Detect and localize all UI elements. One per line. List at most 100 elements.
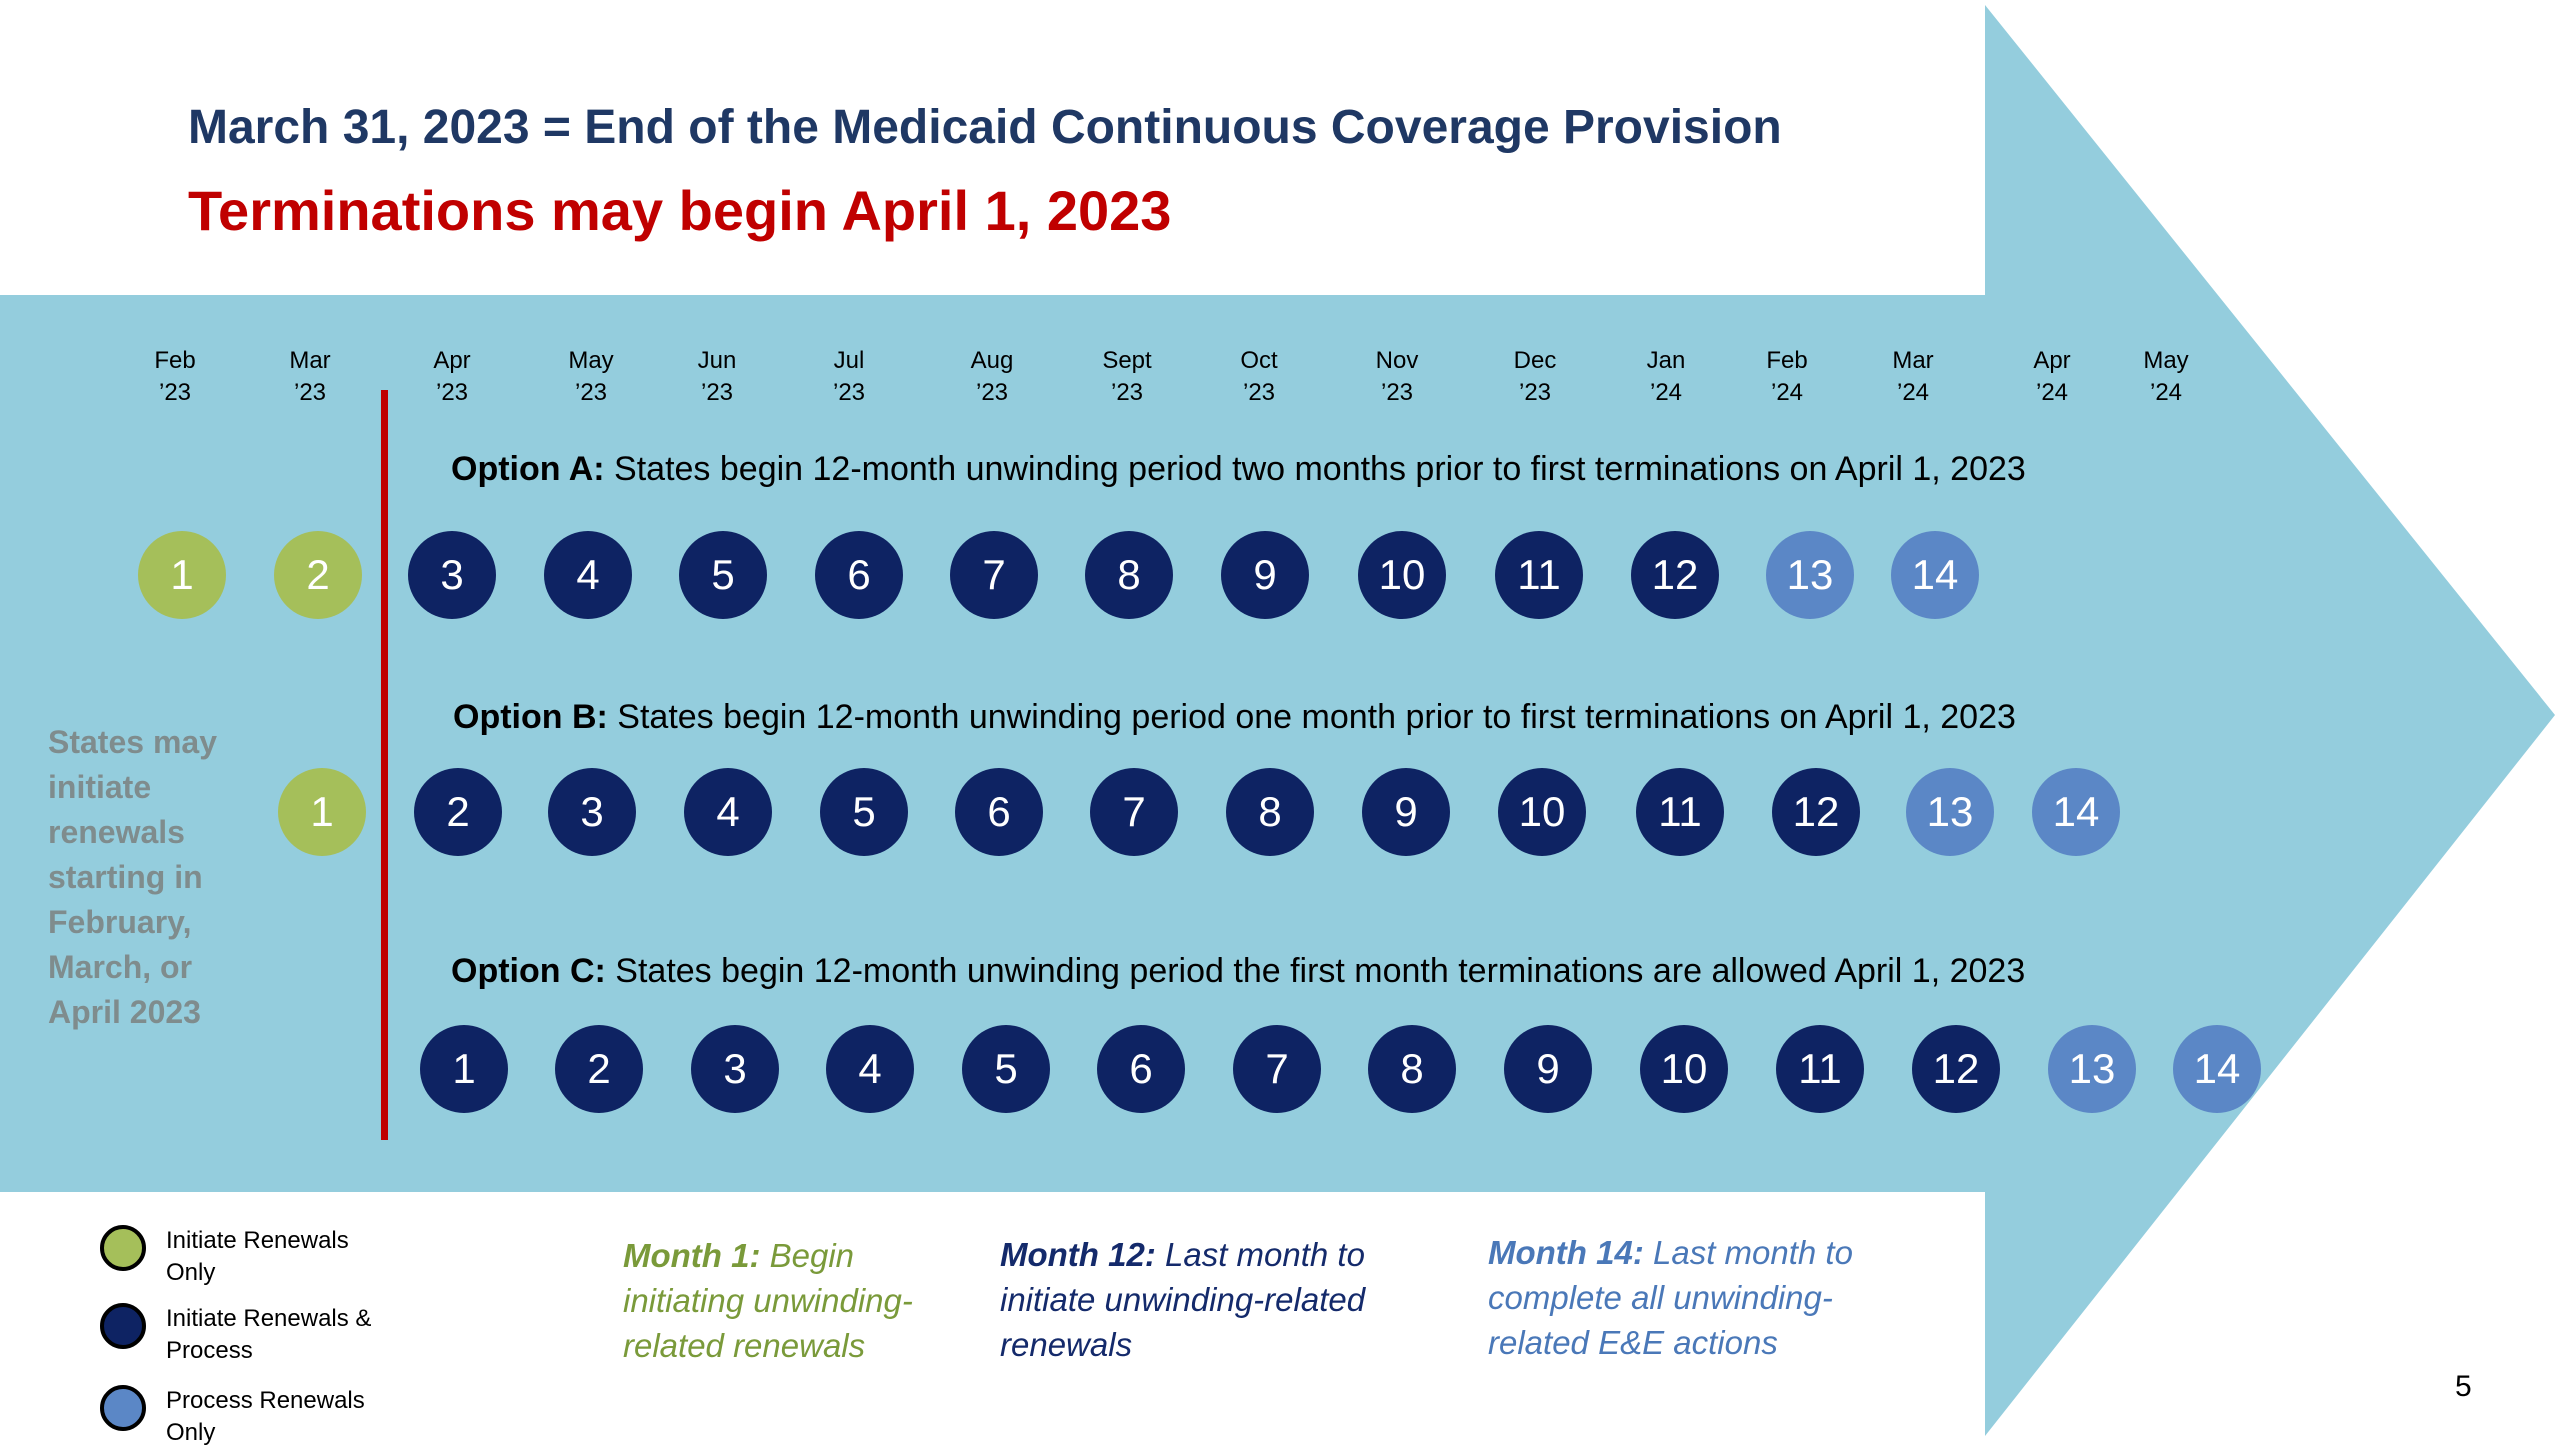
note-month-12: Month 12: Last month to initiate unwindi…: [1000, 1232, 1420, 1367]
month-year: ’23: [574, 379, 608, 406]
legend-item-initiate-process: Initiate Renewals & Process: [100, 1303, 396, 1367]
option-c-month-circle: 12: [1912, 1025, 2000, 1113]
month-label: Nov ’23: [1337, 345, 1457, 409]
month-label: Mar ’24: [1853, 345, 1973, 409]
legend-item-initiate-only: Initiate Renewals Only: [100, 1225, 396, 1289]
month-label: Jun ’23: [657, 345, 777, 409]
month-name: Feb: [154, 347, 196, 374]
option-c-label: Option C: States begin 12-month unwindin…: [451, 952, 2025, 991]
month-label: May ’23: [531, 345, 651, 409]
month-year: ’23: [975, 379, 1009, 406]
option-c-text: States begin 12-month unwinding period t…: [605, 952, 2026, 990]
option-b-month-circle: 9: [1362, 768, 1450, 856]
month-name: Oct: [1240, 347, 1278, 374]
option-c-month-circle: 8: [1368, 1025, 1456, 1113]
option-b-month-circle: 14: [2032, 768, 2120, 856]
month-label: Feb ’24: [1727, 345, 1847, 409]
month-year: ’23: [700, 379, 734, 406]
month-name: Nov: [1375, 347, 1419, 374]
month-year: ’24: [1770, 379, 1804, 406]
month-name: Feb: [1766, 347, 1808, 374]
month-year: ’24: [2149, 379, 2183, 406]
option-b-month-circle: 2: [414, 768, 502, 856]
termination-start-line: [381, 390, 388, 1140]
note-month-14-text: Last month to complete all unwinding-rel…: [1488, 1234, 1853, 1361]
option-b-title: Option B:: [453, 698, 608, 736]
month-label: Dec ’23: [1475, 345, 1595, 409]
option-c-month-circle: 1: [420, 1025, 508, 1113]
month-year: ’24: [1896, 379, 1930, 406]
month-label: Aug ’23: [932, 345, 1052, 409]
option-a-month-circle: 8: [1085, 531, 1173, 619]
month-label: Oct ’23: [1199, 345, 1319, 409]
option-c-month-circle: 7: [1233, 1025, 1321, 1113]
month-year: ’24: [2035, 379, 2069, 406]
option-a-month-circle: 13: [1766, 531, 1854, 619]
option-a-month-circle: 3: [408, 531, 496, 619]
month-year: ’23: [1110, 379, 1144, 406]
month-year: ’23: [1242, 379, 1276, 406]
option-a-month-circle: 4: [544, 531, 632, 619]
note-month-14: Month 14: Last month to complete all unw…: [1488, 1230, 1908, 1365]
month-label: Mar ’23: [250, 345, 370, 409]
option-c-month-circle: 14: [2173, 1025, 2261, 1113]
month-year: ’23: [158, 379, 192, 406]
month-name: Jun: [697, 347, 737, 374]
month-label: Jul ’23: [789, 345, 909, 409]
option-b-month-circle: 5: [820, 768, 908, 856]
option-c-month-circle: 10: [1640, 1025, 1728, 1113]
month-name: Aug: [970, 347, 1014, 374]
month-name: Jul: [833, 347, 865, 374]
option-b-month-circle: 6: [955, 768, 1043, 856]
month-label: Feb ’23: [115, 345, 235, 409]
month-label: Apr ’24: [1992, 345, 2112, 409]
month-label: May ’24: [2106, 345, 2226, 409]
option-a-month-circle: 12: [1631, 531, 1719, 619]
month-year: ’23: [832, 379, 866, 406]
option-a-month-circle: 11: [1495, 531, 1583, 619]
option-b-label: Option B: States begin 12-month unwindin…: [453, 698, 2016, 737]
option-c-month-circle: 13: [2048, 1025, 2136, 1113]
note-month-12-title: Month 12:: [1000, 1236, 1156, 1273]
month-name: Jan: [1646, 347, 1686, 374]
option-c-month-circle: 3: [691, 1025, 779, 1113]
legend-label: Initiate Renewals & Process: [166, 1305, 372, 1364]
option-a-month-circle: 7: [950, 531, 1038, 619]
option-b-month-circle: 4: [684, 768, 772, 856]
month-name: Mar: [289, 347, 331, 374]
month-year: ’24: [1649, 379, 1683, 406]
option-a-month-circle: 5: [679, 531, 767, 619]
option-a-text: States begin 12-month unwinding period t…: [604, 450, 2026, 488]
option-c-month-circle: 9: [1504, 1025, 1592, 1113]
option-b-month-circle: 12: [1772, 768, 1860, 856]
option-b-month-circle: 8: [1226, 768, 1314, 856]
month-name: Apr: [2033, 347, 2071, 374]
legend-label: Process Renewals Only: [166, 1387, 365, 1446]
month-label: Jan ’24: [1606, 345, 1726, 409]
month-year: ’23: [435, 379, 469, 406]
green-circle-icon: [100, 1225, 146, 1271]
month-year: ’23: [1380, 379, 1414, 406]
note-month-14-title: Month 14:: [1488, 1234, 1644, 1271]
legend-label: Initiate Renewals Only: [166, 1227, 349, 1286]
option-c-title: Option C:: [451, 952, 606, 990]
option-a-month-circle: 10: [1358, 531, 1446, 619]
option-a-month-circle: 2: [274, 531, 362, 619]
option-c-month-circle: 4: [826, 1025, 914, 1113]
month-name: Dec: [1513, 347, 1557, 374]
month-name: Apr: [433, 347, 471, 374]
legend-item-process-only: Process Renewals Only: [100, 1385, 396, 1449]
option-c-month-circle: 6: [1097, 1025, 1185, 1113]
option-b-month-circle: 13: [1906, 768, 1994, 856]
month-name: Mar: [1892, 347, 1934, 374]
month-name: May: [2143, 347, 2189, 374]
blue-circle-icon: [100, 1385, 146, 1431]
note-month-12-text: Last month to initiate unwinding-related…: [1000, 1236, 1366, 1363]
month-year: ’23: [293, 379, 327, 406]
option-b-month-circle: 10: [1498, 768, 1586, 856]
option-b-month-circle: 3: [548, 768, 636, 856]
option-a-month-circle: 14: [1891, 531, 1979, 619]
month-name: May: [568, 347, 614, 374]
option-a-month-circle: 6: [815, 531, 903, 619]
option-b-month-circle: 7: [1090, 768, 1178, 856]
